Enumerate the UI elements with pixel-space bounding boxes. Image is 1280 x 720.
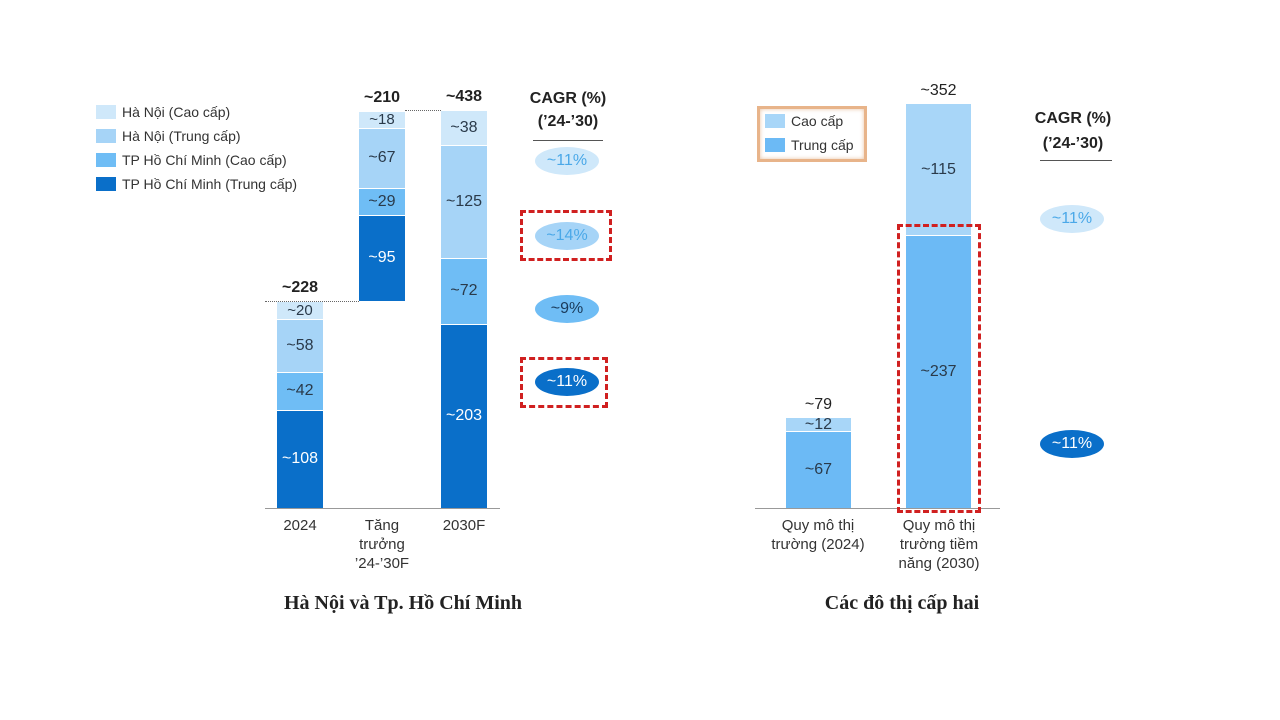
bar-segment: ~203 [441,323,487,508]
x-label: Quy mô thị trường tiềm năng (2030) [898,517,980,572]
cagr-badge: ~14% [535,222,599,250]
x-axis [265,508,500,509]
highlight-box [897,224,981,513]
bar-segment: ~29 [359,188,405,215]
bar-segment: ~67 [786,430,851,508]
cagr-badge: ~11% [535,147,599,175]
total-label: ~228 [281,278,319,296]
legend-label: Trung cấp [791,137,854,153]
cagr-header: CAGR (%) [529,90,607,107]
legend-item: TP Hồ Chí Minh (Cao cấp) [96,152,287,168]
total-label: ~79 [804,396,833,414]
legend-swatch [96,177,116,191]
x-label: Tăng trưởng ’24-’30F [354,517,410,572]
bar-segment: ~42 [277,371,323,410]
bar-segment: ~58 [277,319,323,372]
bar-segment: ~125 [441,144,487,259]
bar-segment: ~108 [277,409,323,508]
connector-line [265,300,359,302]
cagr-badge: ~11% [1040,205,1104,233]
bar-segment: ~67 [359,127,405,189]
x-label: Quy mô thị trường (2024) [771,517,865,553]
highlight-box [520,357,608,408]
legend-swatch [765,114,785,128]
legend-label: Hà Nội (Cao cấp) [122,104,231,120]
cagr-subheader: (’24-’30) [537,113,599,130]
cagr-badge: ~11% [535,368,599,396]
total-label: ~352 [920,82,957,100]
legend-label: Cao cấp [791,113,844,129]
chart-title: Hà Nội và Tp. Hồ Chí Minh [283,592,523,614]
legend-swatch [96,129,116,143]
legend-item: Hà Nội (Trung cấp) [96,128,241,144]
legend-item: Cao cấp [765,113,843,129]
connector-line [405,110,441,112]
cagr-subheader: (’24-’30) [1042,135,1104,152]
x-axis [755,508,1000,509]
legend-label: TP Hồ Chí Minh (Cao cấp) [122,152,287,168]
bar-segment: ~38 [441,110,487,145]
cagr-rule [533,140,603,141]
cagr-header: CAGR (%) [1034,110,1112,127]
legend-swatch [96,105,116,119]
bar-segment: ~18 [359,111,405,128]
bar-segment: ~237 [906,235,971,508]
bar-segment: ~115 [906,103,971,236]
x-label: 2024 [283,517,317,534]
cagr-badge: ~11% [1040,430,1104,458]
legend-label: Hà Nội (Trung cấp) [122,128,241,144]
legend-swatch [765,138,785,152]
total-label: ~438 [445,88,483,106]
highlight-box [520,210,612,261]
legend-swatch [96,153,116,167]
bar-segment: ~12 [786,416,851,433]
cagr-rule [1040,160,1112,161]
x-label: 2030F [442,517,486,534]
total-label: ~210 [363,89,401,107]
bar-segment: ~95 [359,214,405,301]
bar-segment: ~20 [277,300,323,320]
cagr-badge: ~9% [535,295,599,323]
legend-label: TP Hồ Chí Minh (Trung cấp) [122,176,298,192]
bar-segment: ~72 [441,258,487,324]
legend-item: TP Hồ Chí Minh (Trung cấp) [96,176,297,192]
legend-item: Hà Nội (Cao cấp) [96,104,230,120]
legend-item: Trung cấp [765,137,854,153]
chart-title: Các đô thị cấp hai [824,592,980,614]
